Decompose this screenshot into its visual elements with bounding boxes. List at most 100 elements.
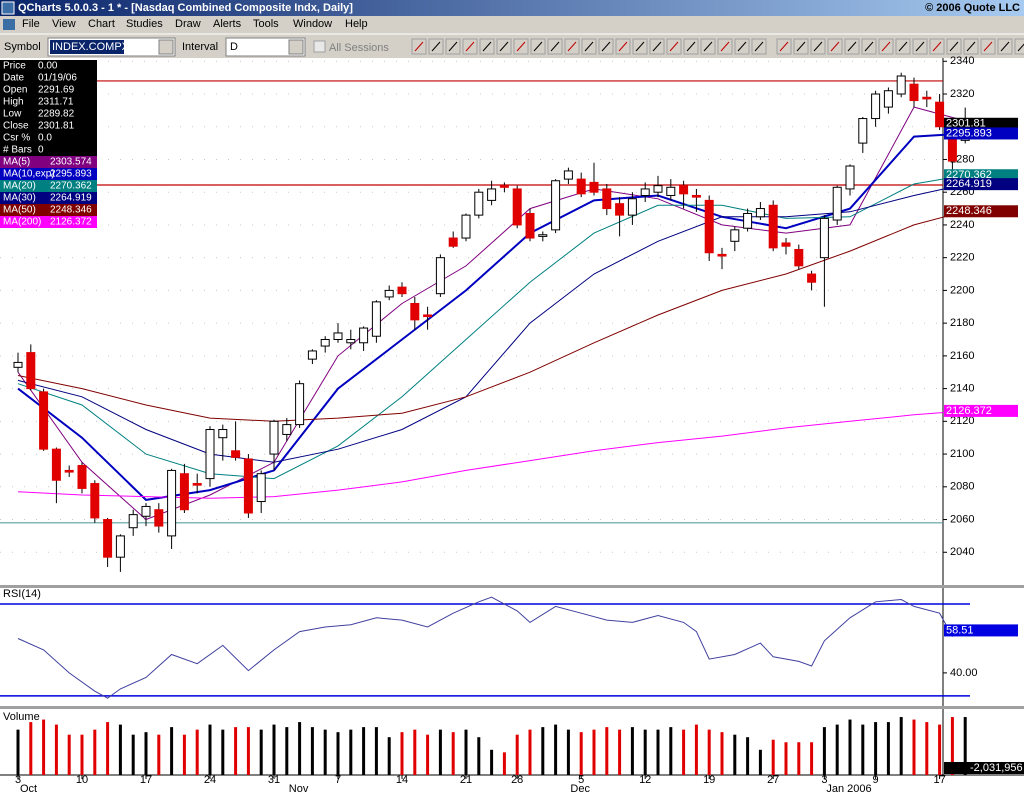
x-tick-label: 24 [204, 774, 216, 786]
volume-bar [336, 732, 340, 775]
ma-line [17, 132, 966, 501]
candle-body [845, 165, 855, 190]
volume-bar [592, 729, 596, 775]
volume-bar [323, 729, 327, 775]
candle-body [128, 514, 138, 529]
candle-body [704, 199, 714, 254]
value-tag-label: 2264.919 [946, 178, 992, 190]
value-tag-label: 2301.81 [946, 118, 986, 130]
rsi-line [17, 596, 966, 699]
candle-body [346, 339, 356, 344]
menu-item[interactable]: Window [293, 18, 332, 30]
symbol-label: Symbol [4, 41, 41, 53]
volume-bar [298, 722, 302, 775]
menu-item[interactable]: Studies [126, 18, 163, 30]
volume-bar [464, 729, 468, 775]
tool-glyph [754, 41, 764, 52]
menu-item[interactable]: View [52, 18, 76, 30]
menu-item[interactable]: Draw [175, 18, 201, 30]
volume-title: Volume [3, 711, 40, 723]
dropdown-button[interactable] [158, 39, 174, 55]
volume-bar [912, 719, 916, 775]
candle-body [576, 178, 586, 195]
volume-bar [118, 724, 122, 775]
candle-body [90, 483, 100, 519]
volume-bar [682, 729, 686, 775]
volume-bar [656, 729, 660, 775]
rsi-tag [944, 624, 1018, 637]
menu-bar [0, 16, 1024, 33]
candle-body [154, 509, 164, 527]
tool-glyph [567, 41, 577, 52]
volume-bar [400, 732, 404, 775]
info-ma-row [0, 168, 97, 180]
tool-glyph [516, 41, 526, 52]
menu-item[interactable]: Chart [88, 18, 115, 30]
tool-glyph [431, 41, 441, 52]
menu-item[interactable]: Alerts [213, 18, 242, 30]
volume-bar [963, 717, 967, 775]
y-tick-label: 2060 [950, 513, 974, 525]
info-ma-value: 2303.574 [50, 157, 92, 168]
menu-item[interactable]: Help [345, 18, 368, 30]
volume-bar [490, 749, 494, 775]
info-ma-value: 2295.893 [50, 169, 92, 180]
volume-bar [106, 722, 110, 775]
sessions-label: All Sessions [329, 42, 389, 54]
candle-body [883, 90, 893, 108]
candle-body [538, 234, 548, 237]
selection [50, 40, 124, 54]
tool-glyph [720, 41, 730, 52]
info-label: Date [3, 73, 25, 84]
tool-button[interactable] [1014, 38, 1024, 55]
value-tag-label: 2295.893 [946, 127, 992, 139]
volume-bar [515, 734, 519, 775]
x-tick-label: 7 [335, 774, 341, 786]
title-bar [0, 0, 1024, 16]
tool-glyph [414, 41, 424, 52]
candle-body [64, 469, 74, 473]
month-label: Jan 2006 [826, 783, 871, 794]
tool-glyph [550, 41, 560, 52]
candle-body [781, 242, 791, 247]
interval-input[interactable] [225, 37, 306, 57]
x-tick-label: 9 [873, 774, 879, 786]
sessions-checkbox[interactable] [313, 40, 326, 53]
volume-bar [195, 729, 199, 775]
candle-body [231, 450, 241, 458]
candle-body [858, 118, 868, 144]
y-tick-label: 2220 [950, 252, 974, 264]
candle-body [205, 429, 215, 480]
x-tick-label: 21 [460, 774, 472, 786]
volume-bar [938, 724, 942, 775]
x-tick-label: 27 [767, 774, 779, 786]
candle-body [832, 186, 842, 221]
menu-item[interactable]: File [22, 18, 40, 30]
volume-bar [259, 729, 263, 775]
candle-body [909, 83, 919, 102]
info-ma-value: 2270.362 [50, 181, 92, 192]
volume-bar [221, 729, 225, 775]
menu-item[interactable]: Tools [253, 18, 279, 30]
volume-bar [29, 722, 33, 775]
volume-bar [605, 727, 609, 775]
candle-body [103, 519, 113, 558]
volume-bar [374, 727, 378, 775]
candle-body [474, 191, 484, 216]
volume-bar [554, 724, 558, 775]
value-tag-label: 2126.372 [946, 405, 992, 417]
y-tick-label: 2340 [950, 55, 974, 67]
volume-bar [874, 722, 878, 775]
dropdown-button[interactable] [288, 39, 304, 55]
info-value: 01/19/06 [38, 73, 77, 84]
candle-body [423, 314, 433, 318]
y-tick-label: 2200 [950, 284, 974, 296]
tool-glyph [618, 41, 628, 52]
info-box: Price 0.00 Date 01/19/06 Open 2291.69 High 2311… [0, 60, 97, 228]
tool-glyph [932, 41, 942, 52]
volume-bar [451, 732, 455, 775]
volume-bar [144, 732, 148, 775]
info-ma-row [0, 216, 97, 228]
volume-bar [733, 734, 737, 775]
volume-bar [310, 727, 314, 775]
